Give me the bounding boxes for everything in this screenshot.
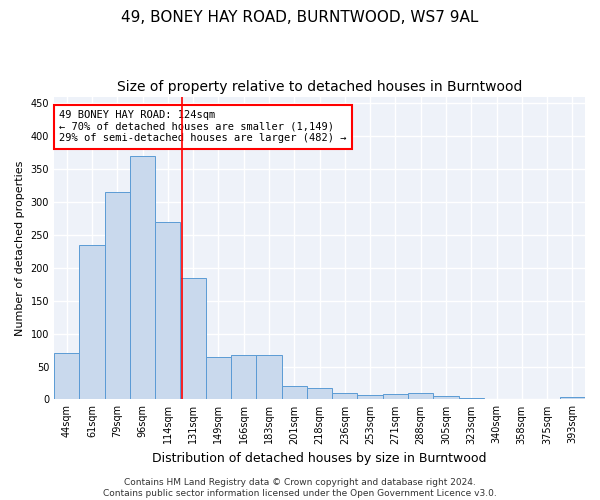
Bar: [458, 398, 484, 400]
Text: Contains HM Land Registry data © Crown copyright and database right 2024.
Contai: Contains HM Land Registry data © Crown c…: [103, 478, 497, 498]
Bar: [54, 354, 79, 400]
Bar: [130, 156, 155, 400]
Bar: [155, 222, 181, 400]
Bar: [358, 395, 383, 400]
Text: 49 BONEY HAY ROAD: 124sqm
← 70% of detached houses are smaller (1,149)
29% of se: 49 BONEY HAY ROAD: 124sqm ← 70% of detac…: [59, 110, 347, 144]
Bar: [307, 388, 332, 400]
Bar: [332, 393, 358, 400]
Bar: [408, 393, 433, 400]
Bar: [383, 394, 408, 400]
Text: 49, BONEY HAY ROAD, BURNTWOOD, WS7 9AL: 49, BONEY HAY ROAD, BURNTWOOD, WS7 9AL: [121, 10, 479, 25]
Bar: [433, 396, 458, 400]
Bar: [104, 192, 130, 400]
Title: Size of property relative to detached houses in Burntwood: Size of property relative to detached ho…: [117, 80, 522, 94]
X-axis label: Distribution of detached houses by size in Burntwood: Distribution of detached houses by size …: [152, 452, 487, 465]
Y-axis label: Number of detached properties: Number of detached properties: [15, 160, 25, 336]
Bar: [206, 356, 231, 400]
Bar: [231, 356, 256, 400]
Bar: [181, 278, 206, 400]
Bar: [79, 244, 104, 400]
Bar: [281, 386, 307, 400]
Bar: [256, 354, 281, 400]
Bar: [560, 398, 585, 400]
